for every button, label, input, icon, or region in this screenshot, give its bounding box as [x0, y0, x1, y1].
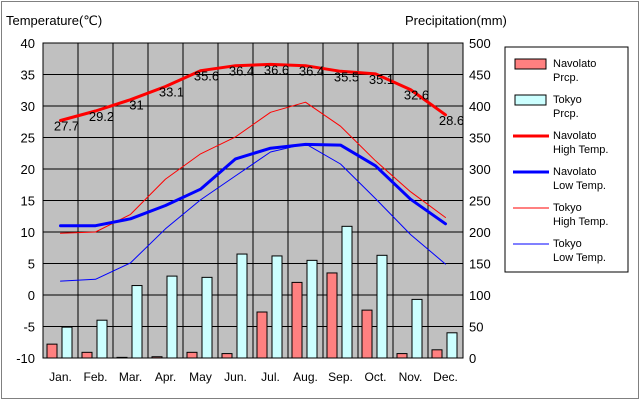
precip-bar	[411, 298, 423, 359]
precip-bar	[46, 343, 58, 359]
legend-swatch	[514, 58, 547, 70]
legend-label: Prcp.	[553, 72, 579, 84]
y-tick-label: 40	[21, 36, 35, 51]
precip-bar	[341, 225, 353, 359]
temperature-line	[60, 143, 446, 282]
y-axis-title-temperature: Temperature(℃)	[6, 13, 102, 28]
legend-box	[504, 46, 629, 273]
data-label: 36.6	[264, 62, 289, 77]
data-label: 36.4	[229, 64, 254, 79]
precip-bar	[291, 281, 303, 359]
x-tick-label: Jun.	[224, 370, 247, 384]
x-tick-label: Mar.	[119, 370, 142, 384]
data-label: 35.1	[369, 72, 394, 87]
data-label: 35.5	[334, 69, 359, 84]
plot-border	[42, 42, 464, 359]
y2-axis-title-precipitation: Precipitation(mm)	[405, 13, 507, 28]
y2-tick-label: 350	[469, 131, 491, 146]
legend-label: Low Temp.	[553, 252, 606, 264]
temperature-lines	[59, 62, 447, 282]
y-tick-label: 35	[21, 68, 35, 83]
y2-tick-label: 0	[469, 351, 476, 366]
precip-bar	[201, 276, 213, 359]
y2-tick-label: 250	[469, 194, 491, 209]
legend-label: Navolato	[553, 166, 596, 178]
y2-tick-label: 400	[469, 99, 491, 114]
y2-tick-label: 300	[469, 162, 491, 177]
x-tick-label: Aug.	[293, 370, 318, 384]
legend-label: Low Temp.	[553, 180, 606, 192]
legend-label: Tokyo	[553, 94, 582, 106]
x-tick-label: Oct.	[364, 370, 386, 384]
axes: 4035302520151050-5-105004504003503002502…	[16, 36, 491, 384]
x-tick-label: Jul.	[261, 370, 280, 384]
precip-bar	[221, 353, 233, 359]
data-label: 36.4	[299, 64, 324, 79]
data-labels: 27.7 29.2 31 33.1 35.6 36.4 36.6 36.4 35.5 35.1 32…	[54, 62, 464, 133]
legend-label: Navolato	[553, 58, 596, 70]
y2-tick-label: 150	[469, 257, 491, 272]
data-label: 29.2	[89, 109, 114, 124]
x-tick-label: Jan.	[49, 370, 72, 384]
y-tick-label: 0	[28, 288, 35, 303]
y-tick-label: 30	[21, 99, 35, 114]
temperature-line	[59, 142, 447, 228]
precip-bar	[186, 351, 198, 359]
y2-tick-label: 450	[469, 68, 491, 83]
gridlines	[43, 43, 463, 358]
legend-label: Tokyo	[553, 202, 582, 214]
legend-label: High Temp.	[553, 216, 608, 228]
precip-bar	[131, 285, 143, 359]
temperature-line	[60, 101, 446, 234]
y2-tick-label: 100	[469, 288, 491, 303]
y2-tick-label: 50	[469, 320, 483, 335]
data-label: 35.6	[194, 69, 219, 84]
data-label: 28.6	[439, 113, 464, 128]
legend: Navolato Prcp. Tokyo Prcp. Navolato High Temp…	[513, 58, 608, 264]
y2-tick-label: 200	[469, 225, 491, 240]
precip-bar	[396, 353, 408, 359]
legend-swatch	[514, 94, 547, 106]
x-tick-label: Nov.	[399, 370, 423, 384]
data-label: 32.6	[404, 88, 429, 103]
y-tick-label: 25	[21, 131, 35, 146]
data-label: 27.7	[54, 118, 79, 133]
x-tick-label: May	[189, 370, 212, 384]
x-tick-label: Dec.	[433, 370, 458, 384]
x-tick-label: Feb.	[83, 370, 107, 384]
legend-label: High Temp.	[553, 144, 608, 156]
y-tick-label: 10	[21, 225, 35, 240]
precip-bar	[306, 259, 318, 359]
legend-label: Prcp.	[553, 108, 579, 120]
precip-bar	[166, 275, 178, 359]
legend-label: Tokyo	[553, 238, 582, 250]
precip-bar	[326, 272, 338, 359]
y-tick-label: -5	[23, 320, 35, 335]
y2-tick-label: 500	[469, 36, 491, 51]
x-tick-label: Sep.	[328, 370, 353, 384]
precip-bar	[81, 351, 93, 359]
y-tick-label: 15	[21, 194, 35, 209]
y-tick-label: -10	[16, 351, 35, 366]
x-tick-label: Apr.	[155, 370, 176, 384]
precip-bar	[236, 253, 248, 359]
precip-bar	[96, 319, 108, 359]
y-tick-label: 20	[21, 162, 35, 177]
precip-bar	[256, 311, 268, 359]
precip-bar	[431, 349, 443, 359]
precip-bar	[376, 254, 388, 359]
precip-bar	[61, 326, 73, 359]
precip-bar	[361, 309, 373, 359]
precip-bar	[446, 332, 458, 359]
data-label: 33.1	[159, 84, 184, 99]
legend-label: Navolato	[553, 130, 596, 142]
temperature-line	[59, 62, 447, 122]
y-tick-label: 5	[28, 257, 35, 272]
precip-bar	[271, 255, 283, 359]
data-label: 31	[129, 98, 143, 113]
